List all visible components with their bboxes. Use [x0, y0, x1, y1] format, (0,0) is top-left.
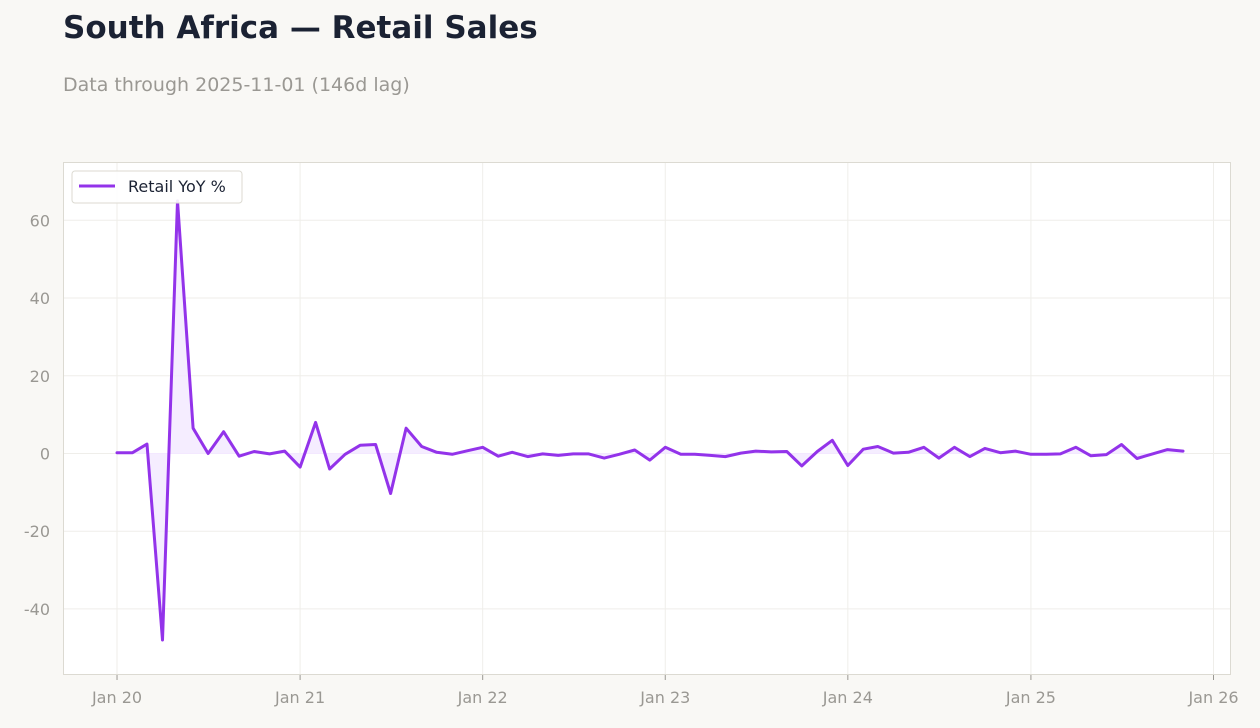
data-point: [146, 443, 149, 446]
data-point: [1029, 453, 1032, 456]
y-tick-label: -20: [24, 522, 50, 541]
data-point: [603, 457, 606, 460]
data-point: [435, 451, 438, 454]
x-axis-ticks: Jan 20 Jan 21 Jan 22 Jan 23 Jan 24 Jan 25 Jan …: [91, 688, 1239, 707]
data-point: [862, 448, 865, 451]
x-tick-label: Jan 23: [639, 688, 690, 707]
data-point: [633, 448, 636, 451]
data-point: [922, 446, 925, 449]
x-tick-label: Jan 22: [457, 688, 508, 707]
data-point: [405, 427, 408, 430]
data-point: [1181, 450, 1184, 453]
data-point: [876, 445, 879, 448]
data-point: [1120, 443, 1123, 446]
data-point: [557, 454, 560, 457]
data-point: [937, 457, 940, 460]
data-point: [983, 447, 986, 450]
x-tick-label: Jan 24: [822, 688, 873, 707]
data-point: [618, 453, 621, 456]
data-point: [693, 453, 696, 456]
data-point: [541, 452, 544, 455]
series-layer: [115, 199, 1185, 642]
data-point: [116, 451, 119, 454]
data-point: [648, 459, 651, 462]
data-point: [679, 453, 682, 456]
data-point: [770, 450, 773, 453]
data-point: [1014, 450, 1017, 453]
data-point: [999, 451, 1002, 454]
data-point: [359, 444, 362, 447]
data-point: [497, 455, 500, 458]
data-point: [161, 639, 164, 642]
data-point: [739, 452, 742, 455]
data-point: [785, 450, 788, 453]
legend-box: [71, 170, 243, 204]
data-point: [1105, 453, 1108, 456]
data-point: [709, 454, 712, 457]
data-point: [953, 446, 956, 449]
series-line-retail-yoy: [115, 199, 1185, 642]
y-tick-label: 40: [30, 289, 50, 308]
y-tick-label: 60: [30, 211, 50, 230]
data-point: [831, 439, 834, 442]
chart-subtitle: Data through 2025-11-01 (146d lag): [63, 74, 410, 96]
data-point: [907, 451, 910, 454]
data-point: [1045, 453, 1048, 456]
data-point: [572, 452, 575, 455]
x-tick-label: Jan 25: [1005, 688, 1056, 707]
data-point: [451, 453, 454, 456]
data-point: [283, 450, 286, 453]
data-point: [1135, 457, 1138, 460]
data-point: [664, 446, 667, 449]
y-tick-label: 0: [40, 444, 50, 463]
data-point: [1089, 454, 1092, 457]
gridlines: [63, 162, 1231, 680]
plot-frame: [63, 162, 1231, 675]
data-point: [1074, 446, 1077, 449]
data-point: [1166, 448, 1169, 451]
data-point: [192, 427, 195, 430]
data-point: [344, 453, 347, 456]
data-point: [526, 455, 529, 458]
x-tick-label: Jan 21: [274, 688, 325, 707]
data-point: [587, 452, 590, 455]
data-point: [816, 450, 819, 453]
data-point: [222, 430, 225, 433]
data-point: [420, 445, 423, 448]
legend[interactable]: Retail YoY %: [71, 170, 243, 204]
chart-title: South Africa — Retail Sales: [63, 10, 538, 46]
data-point: [1151, 452, 1154, 455]
data-point: [268, 452, 271, 455]
data-point: [299, 466, 302, 469]
data-point: [207, 452, 210, 455]
data-point: [466, 449, 469, 452]
data-point: [481, 446, 484, 449]
y-axis-ticks: 60 40 20 0 -20 -40: [24, 211, 50, 619]
data-point: [238, 455, 241, 458]
data-point: [389, 492, 392, 495]
y-tick-label: -40: [24, 600, 50, 619]
data-point: [724, 455, 727, 458]
data-point: [328, 468, 331, 471]
data-point: [253, 450, 256, 453]
data-point: [968, 455, 971, 458]
data-point: [846, 464, 849, 467]
data-point: [754, 450, 757, 453]
data-point: [511, 451, 514, 454]
x-tick-label: Jan 20: [91, 688, 142, 707]
data-point: [131, 451, 134, 454]
data-point: [1059, 452, 1062, 455]
data-point: [374, 443, 377, 446]
data-point: [800, 464, 803, 467]
data-point: [314, 421, 317, 424]
x-tick-label: Jan 26: [1187, 688, 1238, 707]
y-tick-label: 20: [30, 367, 50, 386]
plot-area: [63, 162, 1231, 675]
data-point: [892, 452, 895, 455]
legend-label: Retail YoY %: [128, 177, 226, 196]
